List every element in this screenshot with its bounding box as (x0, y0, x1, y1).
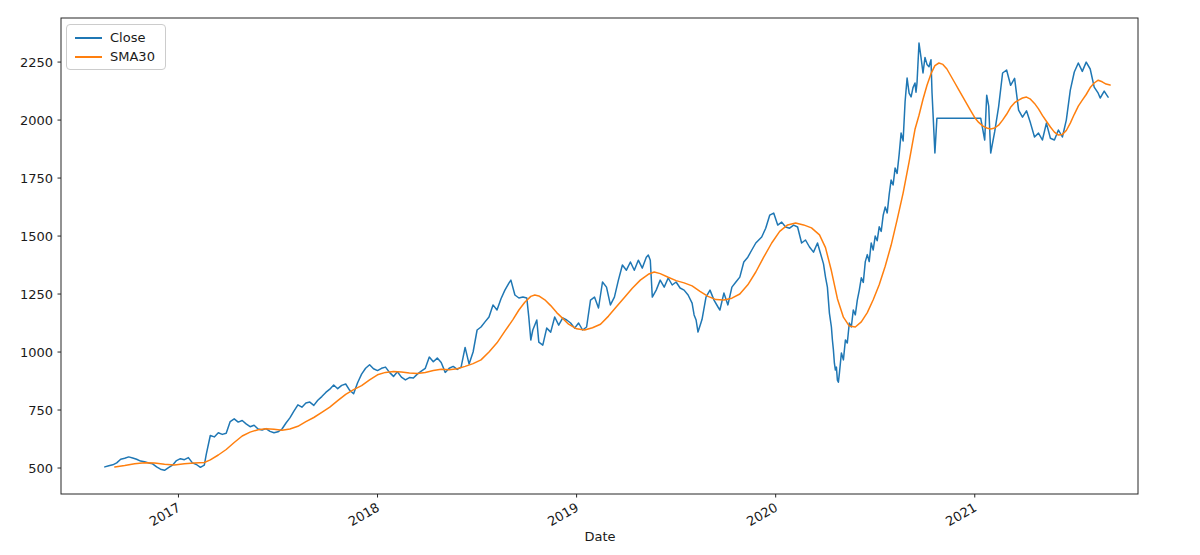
y-tick-label: 1750 (20, 171, 53, 186)
legend-label-close: Close (110, 30, 145, 45)
sma30-line-swatch (75, 56, 102, 58)
y-tick-label: 1500 (20, 229, 53, 244)
legend: Close SMA30 (66, 24, 166, 70)
y-tick-label: 2000 (20, 113, 53, 128)
x-tick-label: 2021 (943, 500, 979, 530)
y-tick-label: 500 (28, 461, 53, 476)
legend-label-sma30: SMA30 (110, 49, 155, 64)
x-tick-label: 2020 (744, 500, 780, 530)
y-tick-label: 1250 (20, 287, 53, 302)
legend-item-close: Close (75, 30, 155, 45)
close-line (105, 43, 1108, 470)
x-tick-label: 2019 (545, 500, 581, 530)
legend-item-sma30: SMA30 (75, 49, 155, 64)
plot-border (61, 18, 1138, 494)
sma30-line (115, 63, 1110, 467)
y-tick-label: 2250 (20, 55, 53, 70)
figure: 500 750 1000 1250 1500 1750 2000 2250 2017 2018 20… (0, 0, 1200, 555)
x-axis-title: Date (0, 529, 1200, 544)
x-tick-label: 2018 (346, 500, 382, 530)
y-tick-label: 1000 (20, 345, 53, 360)
x-tick-label: 2017 (147, 500, 183, 530)
y-tick-label: 750 (28, 403, 53, 418)
close-line-swatch (75, 37, 102, 39)
price-chart: 500 750 1000 1250 1500 1750 2000 2250 2017 2018 20… (0, 0, 1200, 555)
